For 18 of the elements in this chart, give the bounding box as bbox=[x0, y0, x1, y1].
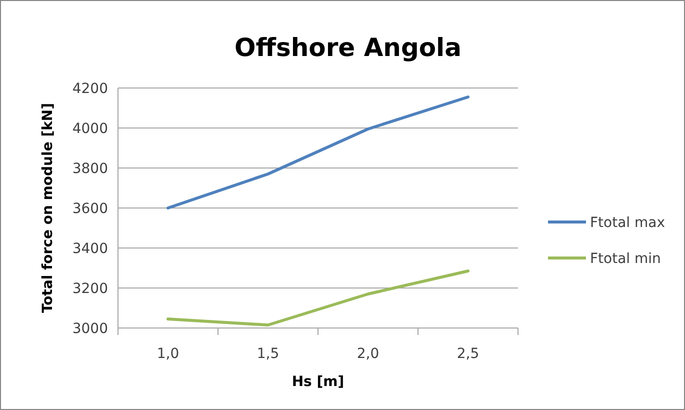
y-tick-label: 3200 bbox=[72, 280, 108, 297]
y-tick-label: 3800 bbox=[72, 160, 108, 177]
x-tick-label: 1,5 bbox=[256, 346, 280, 362]
x-tick-label: 2,0 bbox=[356, 346, 380, 362]
y-axis-title: Total force on module [kN] bbox=[40, 102, 56, 314]
y-tick-label: 3000 bbox=[72, 320, 108, 337]
legend-label: Ftotal min bbox=[590, 250, 661, 267]
y-tick-label: 3400 bbox=[72, 240, 108, 257]
legend-label: Ftotal max bbox=[590, 214, 666, 231]
chart-title: Offshore Angola bbox=[234, 33, 462, 62]
y-tick-label: 4000 bbox=[72, 120, 108, 137]
y-tick-label: 4200 bbox=[72, 80, 108, 97]
line-series bbox=[166, 96, 470, 210]
y-tick-label: 3600 bbox=[72, 200, 108, 217]
x-axis-title: Hs [m] bbox=[292, 374, 344, 390]
x-tick-label: 1,0 bbox=[156, 346, 180, 362]
x-tick-label: 2,5 bbox=[456, 346, 480, 362]
line-series bbox=[166, 270, 470, 326]
